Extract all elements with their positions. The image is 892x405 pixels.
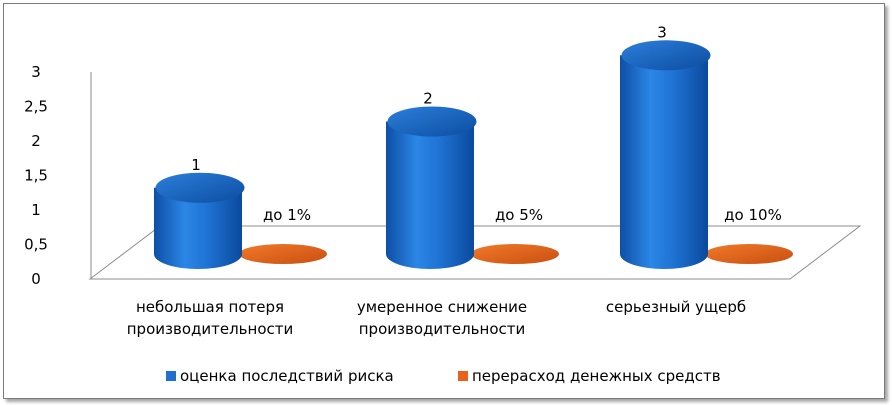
series2-disc	[471, 244, 559, 264]
series1-data-label: 1	[191, 156, 201, 174]
series1-bar-body	[386, 121, 474, 270]
series1-bar-body	[154, 187, 242, 269]
legend-swatch	[166, 371, 176, 381]
series2-data-label: до 10%	[724, 206, 782, 224]
y-tick-label: 1,5	[24, 167, 48, 185]
x-category-label: умеренное снижение	[357, 298, 527, 316]
series1-data-label: 3	[657, 23, 667, 41]
series2-data-label: до 1%	[263, 206, 311, 224]
series1-bar-top	[155, 172, 245, 203]
series2-disc	[705, 244, 793, 264]
series1-bar-top	[621, 40, 711, 71]
series2-disc	[239, 244, 327, 264]
legend-label: оценка последствий риска	[180, 367, 394, 385]
y-tick-label: 1	[31, 201, 41, 219]
y-tick-label: 0,5	[24, 236, 48, 254]
y-tick-label: 2,5	[24, 98, 48, 116]
y-tick-label: 0	[31, 270, 41, 288]
x-category-label: производительности	[127, 320, 293, 338]
series2-data-label: до 5%	[495, 206, 543, 224]
y-tick-label: 3	[31, 63, 41, 81]
legend-label: перерасход денежных средств	[472, 367, 721, 385]
series1-data-label: 2	[423, 90, 433, 108]
series1-bar-body	[620, 55, 708, 269]
x-category-label: производительности	[359, 320, 525, 338]
series1-bar-top	[387, 106, 477, 137]
x-category-label: небольшая потеря	[136, 298, 284, 316]
x-category-label: серьезный ущерб	[606, 298, 746, 316]
y-tick-label: 2	[31, 132, 41, 150]
legend-swatch	[458, 371, 468, 381]
